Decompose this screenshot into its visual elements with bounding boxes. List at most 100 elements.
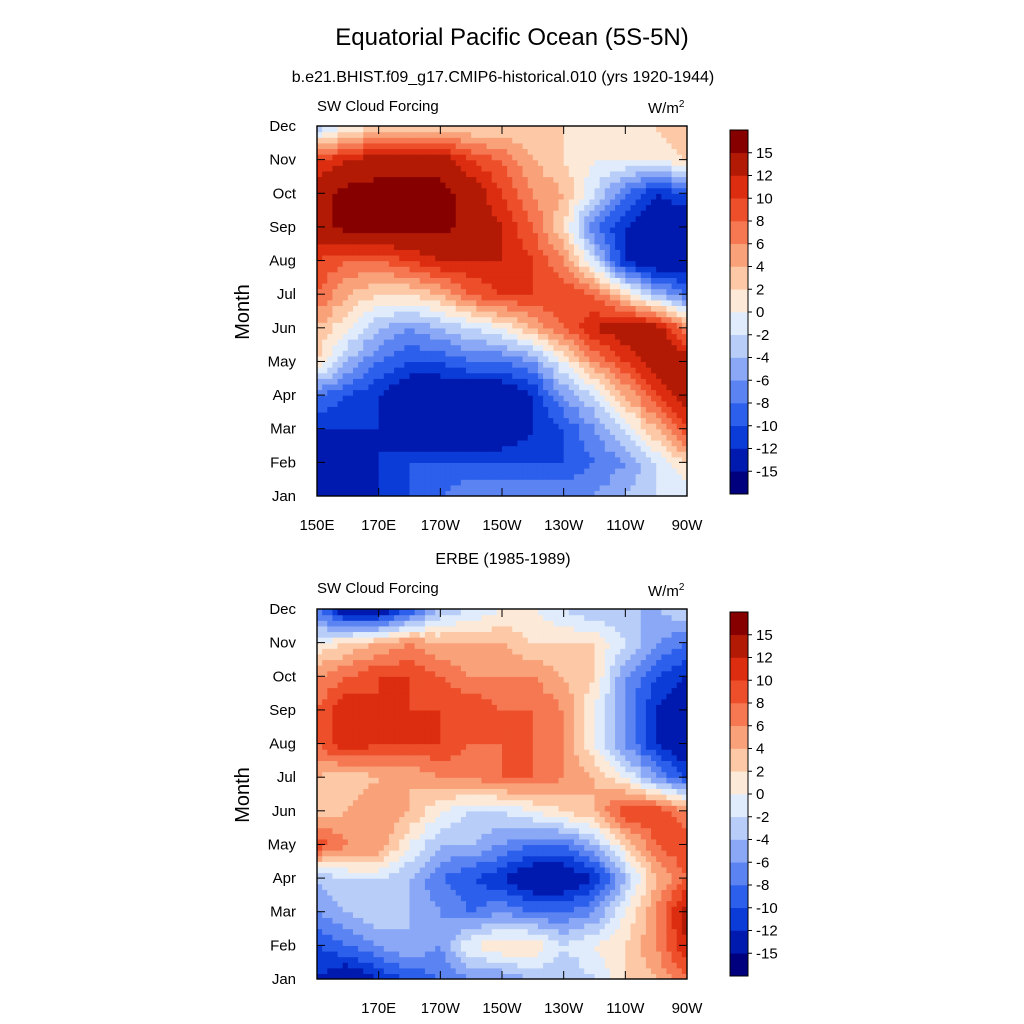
heatmap-cell: [584, 316, 590, 323]
y-tick-label: Apr: [273, 387, 296, 404]
heatmap-cell: [507, 182, 513, 189]
heatmap-cell: [568, 967, 575, 974]
heatmap-cell: [579, 260, 585, 267]
heatmap-cell: [409, 170, 416, 178]
heatmap-cell: [620, 344, 626, 351]
heatmap-cell: [481, 221, 488, 228]
heatmap-cell: [522, 400, 529, 407]
heatmap-cell: [543, 389, 549, 396]
heatmap-cell: [553, 411, 560, 419]
heatmap-cell: [558, 467, 565, 475]
heatmap-cell: [373, 406, 380, 413]
heatmap-cell: [522, 445, 529, 452]
heatmap-cell: [656, 126, 662, 133]
heatmap-cell: [604, 411, 611, 419]
heatmap-cell: [656, 473, 662, 480]
heatmap-cell: [573, 350, 580, 357]
heatmap-cell: [404, 417, 411, 424]
heatmap-cell: [532, 254, 539, 262]
heatmap-cell: [394, 451, 400, 458]
heatmap-cell: [409, 226, 416, 234]
heatmap-cell: [450, 215, 457, 222]
heatmap-cell: [322, 467, 328, 475]
heatmap-cell: [512, 967, 519, 974]
heatmap-cell: [527, 226, 534, 234]
heatmap-cell: [388, 406, 395, 413]
heatmap-cell: [594, 238, 601, 245]
heatmap-cell: [435, 434, 441, 441]
heatmap-cell: [563, 367, 570, 374]
heatmap-cell: [656, 490, 662, 496]
heatmap-cell: [661, 423, 668, 430]
heatmap-cell: [481, 288, 488, 295]
heatmap-cell: [527, 266, 534, 273]
heatmap-cell: [352, 243, 359, 250]
heatmap-cell: [553, 967, 560, 974]
heatmap-cell: [486, 266, 493, 273]
heatmap-cell: [399, 479, 405, 486]
heatmap-cell: [532, 350, 539, 357]
heatmap-cell: [558, 973, 565, 979]
heatmap-cell: [424, 198, 431, 206]
heatmap-cell: [378, 490, 385, 496]
heatmap-cell: [399, 277, 405, 284]
heatmap-cell: [589, 316, 596, 323]
heatmap-cell: [476, 282, 483, 290]
heatmap-cell: [507, 277, 513, 284]
heatmap-cell: [378, 187, 385, 194]
heatmap-cell: [435, 266, 441, 273]
heatmap-cell: [363, 484, 369, 491]
heatmap-cell: [481, 249, 488, 256]
heatmap-cell: [615, 417, 621, 424]
heatmap-cell: [476, 462, 483, 469]
heatmap-cell: [656, 305, 662, 312]
heatmap-cell: [317, 350, 323, 357]
heatmap-cell: [491, 176, 498, 183]
heatmap-cell: [502, 316, 508, 323]
heatmap-cell: [589, 238, 596, 245]
heatmap-cell: [445, 299, 452, 306]
heatmap-cell: [435, 311, 441, 318]
heatmap-cell: [543, 479, 549, 486]
heatmap-cell: [466, 406, 472, 413]
heatmap-cell: [378, 238, 385, 245]
heatmap-cell: [558, 299, 565, 306]
heatmap-cell: [430, 378, 436, 385]
heatmap-cell: [604, 299, 611, 306]
heatmap-cell: [414, 383, 421, 391]
heatmap-cell: [491, 170, 498, 178]
heatmap-cell: [609, 226, 616, 234]
heatmap-cell: [594, 451, 601, 458]
heatmap-cell: [532, 221, 539, 228]
heatmap-cell: [481, 333, 488, 340]
heatmap-cell: [625, 451, 632, 458]
heatmap-cell: [609, 142, 616, 150]
heatmap-cell: [424, 238, 431, 245]
heatmap-cell: [645, 490, 652, 496]
heatmap-cell: [332, 204, 339, 211]
heatmap-cell: [440, 266, 447, 273]
heatmap-cell: [553, 142, 560, 150]
heatmap-cell: [327, 322, 334, 329]
heatmap-cell: [645, 154, 652, 161]
heatmap-cell: [635, 182, 642, 189]
heatmap-cell: [317, 277, 323, 284]
heatmap-cell: [584, 327, 590, 335]
heatmap-cell: [368, 159, 375, 166]
heatmap-cell: [543, 210, 549, 217]
heatmap-cell: [322, 333, 328, 340]
heatmap-cell: [409, 451, 416, 458]
heatmap-cell: [548, 372, 554, 379]
heatmap-cell: [681, 973, 687, 979]
heatmap-cell: [676, 238, 683, 245]
heatmap-cell: [615, 148, 621, 155]
heatmap-cell: [394, 282, 400, 290]
heatmap-cell: [430, 198, 436, 206]
heatmap-cell: [450, 266, 457, 273]
heatmap-cell: [630, 232, 637, 239]
heatmap-cell: [625, 260, 632, 267]
heatmap-cell: [671, 170, 678, 178]
heatmap-cell: [563, 383, 570, 391]
heatmap-cell: [532, 473, 539, 480]
heatmap-cell: [486, 490, 493, 496]
